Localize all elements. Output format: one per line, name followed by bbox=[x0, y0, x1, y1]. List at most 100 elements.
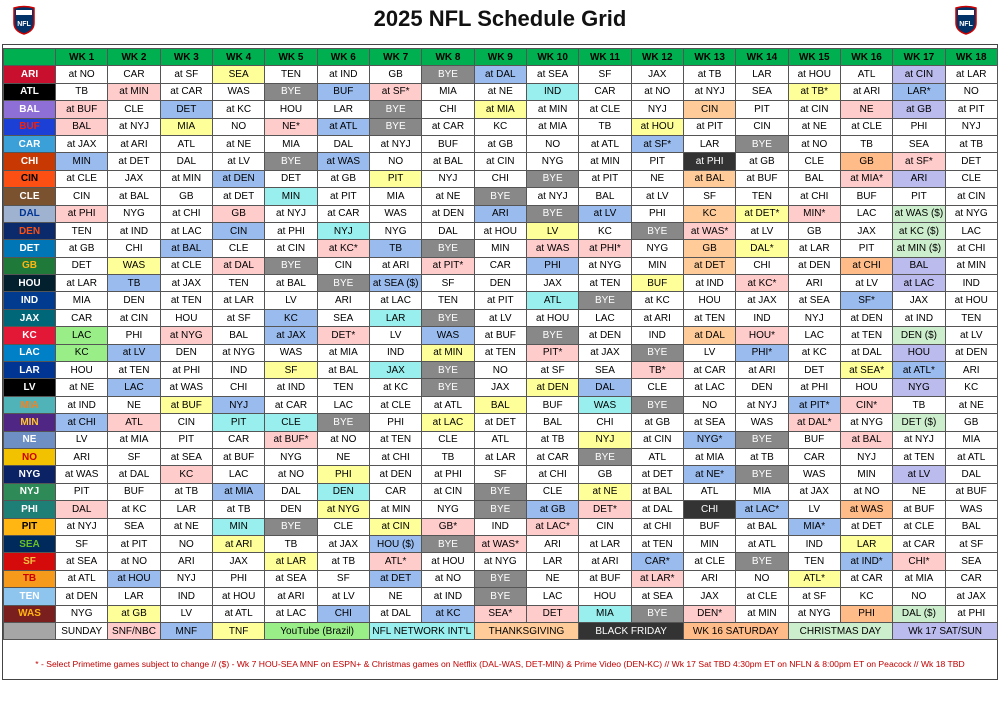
game-cell: at PHI bbox=[54, 204, 109, 223]
team-row: LAC KC at LV DEN at NYG WAS at MIA IND at MIN at … bbox=[3, 343, 998, 363]
game-cell: NE bbox=[368, 587, 423, 606]
game-cell: NYG bbox=[421, 500, 475, 519]
game-cell: DEN bbox=[735, 378, 789, 397]
game-cell: JAX bbox=[107, 169, 161, 189]
team-cell: JAX bbox=[3, 308, 56, 328]
week-header: WK 8 bbox=[421, 47, 475, 67]
game-cell: at BAL bbox=[264, 274, 318, 293]
week-header: WK 5 bbox=[264, 47, 318, 67]
game-cell: SF bbox=[107, 447, 161, 467]
game-cell: at ARI bbox=[735, 361, 789, 380]
game-cell: at TEN bbox=[578, 274, 632, 293]
game-cell: HOU bbox=[578, 587, 632, 606]
game-cell: at BUF bbox=[892, 500, 946, 519]
game-cell: at DET bbox=[368, 569, 423, 589]
game-cell: at LV bbox=[107, 343, 161, 363]
game-cell: at NO bbox=[421, 569, 475, 589]
game-cell: DAL* bbox=[735, 239, 789, 258]
game-cell: at TEN bbox=[368, 430, 423, 449]
game-cell: SF bbox=[421, 274, 475, 293]
game-cell: at ATL bbox=[735, 534, 789, 554]
game-cell: DET ($) bbox=[892, 413, 946, 432]
game-cell: TB* bbox=[630, 361, 684, 380]
game-cell: BYE bbox=[735, 552, 789, 571]
game-cell: DAL bbox=[421, 221, 475, 241]
game-cell: GB bbox=[839, 152, 894, 171]
week-header: WK 3 bbox=[159, 47, 213, 67]
game-cell: at MIA bbox=[211, 482, 266, 502]
game-cell: GB bbox=[682, 239, 737, 258]
game-cell: BUF bbox=[787, 430, 841, 449]
week-header: WK 15 bbox=[787, 47, 841, 67]
game-cell: SEA bbox=[316, 308, 370, 328]
game-cell: at CIN bbox=[421, 482, 475, 502]
game-cell: DAL bbox=[578, 378, 632, 397]
game-cell: DEN bbox=[159, 343, 213, 363]
game-cell: CAR bbox=[211, 430, 266, 449]
game-cell: at NYJ bbox=[54, 517, 109, 536]
game-cell: BYE bbox=[264, 82, 318, 102]
game-cell: BUF bbox=[107, 482, 161, 502]
team-row: BUF BAL at NYJ MIA NO NE* at ATL BYE at CAR KC at … bbox=[3, 117, 998, 136]
legend-item: Wk 17 SAT/SUN bbox=[892, 621, 998, 641]
game-cell: at MIA* bbox=[839, 169, 894, 189]
game-cell: PIT bbox=[892, 187, 946, 206]
game-cell: LAR bbox=[159, 500, 213, 519]
game-cell: CHI bbox=[107, 239, 161, 258]
week-header: WK 6 bbox=[316, 47, 370, 67]
game-cell: TEN bbox=[735, 187, 789, 206]
game-cell: at BAL bbox=[159, 239, 213, 258]
game-cell: LAR bbox=[368, 308, 423, 328]
game-cell: at BUF bbox=[159, 395, 213, 415]
game-cell: BYE bbox=[421, 534, 475, 554]
game-cell: at CAR bbox=[421, 117, 475, 136]
game-cell: LV bbox=[368, 326, 423, 345]
game-cell: at NYJ bbox=[892, 430, 946, 449]
game-cell: at KC bbox=[211, 100, 266, 119]
game-cell: at IND bbox=[316, 65, 370, 84]
game-cell: at SEA bbox=[159, 447, 213, 467]
game-cell: SF bbox=[54, 534, 109, 554]
game-cell: CAR bbox=[944, 569, 998, 589]
game-cell: CHI bbox=[682, 500, 737, 519]
team-row: BAL at BUF CLE DET at KC HOU LAR BYE CHI at MIA at… bbox=[3, 100, 998, 119]
game-cell: at BUF bbox=[735, 169, 789, 189]
game-cell: LV bbox=[787, 500, 841, 519]
game-cell: at GB bbox=[525, 500, 580, 519]
game-cell: at MIN bbox=[735, 604, 789, 623]
game-cell: NO bbox=[525, 134, 580, 154]
game-cell: at LV bbox=[630, 187, 684, 206]
game-cell: CIN bbox=[578, 517, 632, 536]
game-cell: MIA bbox=[54, 291, 109, 310]
team-row: LV at NE LAC at WAS CHI at IND TEN at KC BYE JAX a… bbox=[3, 378, 998, 397]
game-cell: BYE bbox=[421, 378, 475, 397]
game-cell: at WAS bbox=[525, 239, 580, 258]
game-cell: at DEN bbox=[54, 587, 109, 606]
game-cell: at IND bbox=[107, 221, 161, 241]
game-cell: PIT bbox=[630, 152, 684, 171]
game-cell: DEN ($) bbox=[892, 326, 946, 345]
game-cell: at LAR bbox=[787, 239, 841, 258]
game-cell: at ARI bbox=[368, 256, 423, 276]
game-cell: at MIA bbox=[107, 430, 161, 449]
game-cell: at CHI bbox=[944, 239, 998, 258]
game-cell: at KC ($) bbox=[892, 221, 946, 241]
game-cell: BYE bbox=[630, 395, 684, 415]
game-cell: at LAC bbox=[682, 378, 737, 397]
game-cell: at BAL bbox=[682, 169, 737, 189]
game-cell: HOU bbox=[159, 308, 213, 328]
team-cell: KC bbox=[3, 326, 56, 345]
team-row: DEN TEN at IND at LAC CIN at PHI NYJ NYG DAL at H… bbox=[3, 221, 998, 241]
game-cell: at JAX bbox=[54, 134, 109, 154]
game-cell: PHI bbox=[368, 413, 423, 432]
game-cell: at MIN bbox=[578, 152, 632, 171]
game-cell: DET* bbox=[578, 500, 632, 519]
team-row: JAX CAR at CIN HOU at SF KC SEA LAR BYE at LV at H… bbox=[3, 308, 998, 328]
game-cell: CIN bbox=[54, 187, 109, 206]
game-cell: at TB* bbox=[787, 82, 841, 102]
game-cell: BYE bbox=[630, 343, 684, 363]
game-cell: BYE bbox=[578, 447, 632, 467]
game-cell: LV bbox=[159, 604, 213, 623]
game-cell: BYE bbox=[735, 134, 789, 154]
game-cell: GB bbox=[787, 221, 841, 241]
